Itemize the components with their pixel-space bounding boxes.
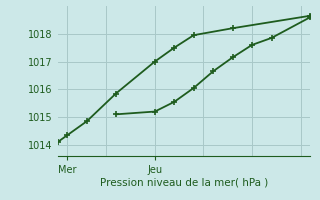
X-axis label: Pression niveau de la mer( hPa ): Pression niveau de la mer( hPa ) (100, 178, 268, 188)
